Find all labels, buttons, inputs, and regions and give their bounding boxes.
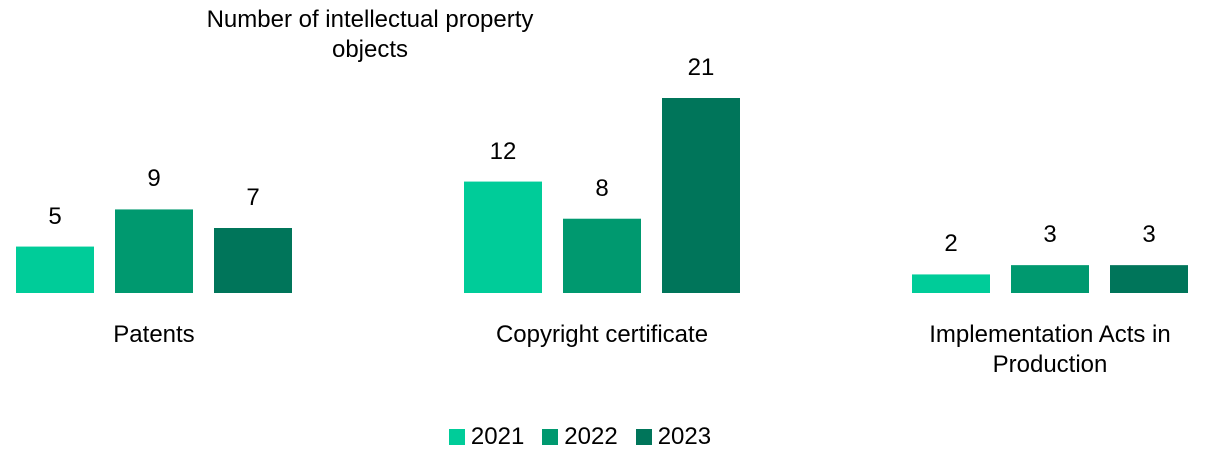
data-label: 9 <box>147 165 161 193</box>
legend-swatch <box>448 429 465 445</box>
legend-item: 2023 <box>635 423 712 451</box>
legend-item: 2021 <box>448 423 525 451</box>
bar <box>662 98 740 293</box>
data-label: 7 <box>246 184 260 211</box>
x-tick-label: Patents <box>113 321 195 348</box>
legend-label: 2022 <box>564 423 618 450</box>
data-label: 12 <box>489 137 517 165</box>
data-label: 21 <box>687 54 715 81</box>
legend-item: 2022 <box>542 423 618 451</box>
legend: 2021 2022 2023 <box>0 423 1160 451</box>
chart-title: Number of intellectual property objects <box>206 6 534 63</box>
x-tick-label: Copyright certificate <box>495 321 709 348</box>
legend-label: 2021 <box>470 423 525 450</box>
bar <box>16 246 94 293</box>
data-label: 2 <box>944 230 958 258</box>
data-label: 5 <box>48 202 62 230</box>
bar <box>115 209 193 293</box>
data-label: 3 <box>1142 221 1156 249</box>
bar <box>912 274 990 293</box>
bar <box>1110 265 1188 293</box>
bar <box>563 218 641 293</box>
legend-swatch <box>542 429 559 445</box>
bar <box>214 228 292 293</box>
x-tick-label: Implementation Acts in Production <box>929 321 1171 378</box>
data-label: 8 <box>595 174 609 202</box>
data-label: 3 <box>1043 221 1057 249</box>
legend-label: 2023 <box>657 423 712 450</box>
bar <box>464 181 542 293</box>
bar <box>1011 265 1089 293</box>
legend-swatch <box>635 429 652 445</box>
